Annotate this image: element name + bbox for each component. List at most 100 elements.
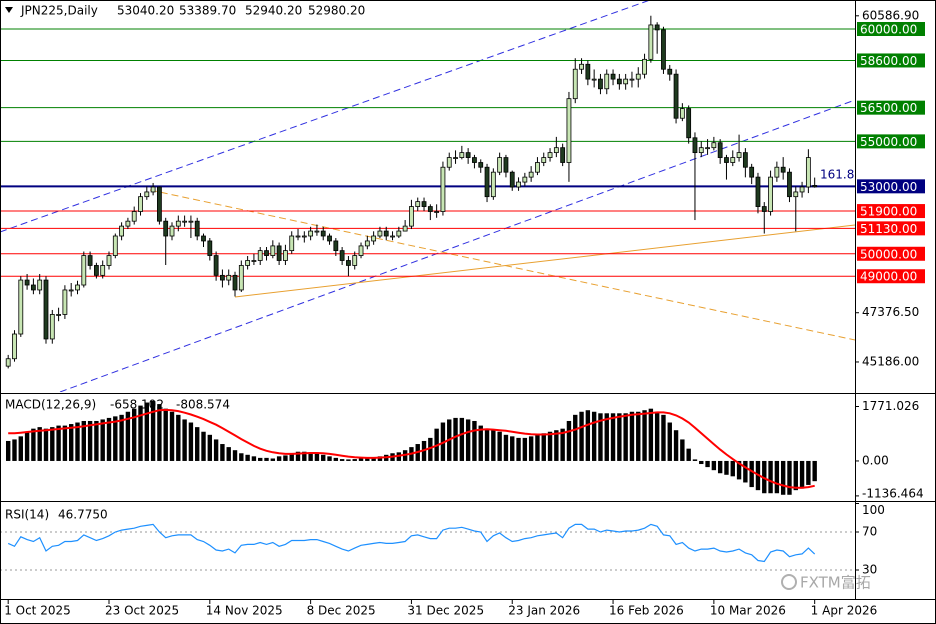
- candle-body: [686, 108, 692, 139]
- macd-bar: [566, 420, 572, 461]
- macd-bar: [598, 413, 603, 461]
- axes: 1 Oct 2025 23 Oct 2025 14 Nov 2025 8 Dec 20…: [4, 8, 925, 618]
- macd-signal-value: -808.574: [176, 398, 230, 412]
- candle-body: [585, 63, 591, 80]
- macd-bar: [793, 460, 798, 491]
- candle-body: [522, 176, 528, 183]
- x-tick-label: 1 Oct 2025: [4, 604, 71, 618]
- fibo-label: 161.8: [820, 168, 854, 182]
- candle-body: [12, 333, 17, 360]
- candle-body: [787, 171, 792, 198]
- candle-body: [251, 260, 257, 262]
- y-tick-label: 60586.90: [862, 8, 919, 22]
- macd-bar: [560, 428, 565, 461]
- level-label-box: [857, 179, 925, 194]
- candle-body: [604, 73, 610, 90]
- candle-body: [579, 63, 584, 70]
- level-label: 53000.00: [860, 180, 917, 194]
- y-tick-label: -1136.464: [862, 487, 924, 501]
- macd-bar: [18, 436, 23, 461]
- macd-bar: [232, 450, 238, 461]
- rsi-panel: [0, 523, 855, 571]
- macd-bar: [207, 434, 213, 461]
- candle-body: [705, 147, 710, 150]
- macd-bar: [686, 448, 691, 461]
- candle-body: [5, 358, 11, 367]
- candle-body: [220, 274, 225, 281]
- candle-body: [43, 279, 49, 340]
- macd-bar: [585, 410, 591, 461]
- macd-bar: [138, 405, 143, 461]
- ohlc-high: 53389.70: [179, 4, 236, 18]
- candle-body: [591, 78, 597, 81]
- macd-bar: [195, 427, 200, 461]
- candle-body: [547, 152, 553, 158]
- candle-body: [774, 166, 780, 178]
- candle-body: [629, 78, 635, 81]
- macd-bar: [680, 439, 685, 461]
- candle-body: [207, 240, 213, 256]
- macd-bar: [554, 430, 559, 461]
- x-tick-label: 1 Apr 2026: [811, 604, 878, 618]
- macd-bar: [333, 457, 339, 461]
- candle-body: [427, 206, 433, 212]
- candle-body: [371, 235, 377, 242]
- candle-body: [295, 235, 301, 238]
- candle-body: [610, 73, 616, 80]
- macd-bar: [478, 425, 483, 461]
- macd-bar: [62, 425, 68, 461]
- level-label-box: [857, 246, 925, 261]
- candle-body: [472, 157, 477, 163]
- candle-body: [642, 58, 647, 75]
- candle-body: [780, 166, 786, 173]
- macd-bar: [491, 430, 496, 461]
- candle-body: [112, 235, 118, 256]
- collapse-icon[interactable]: [5, 7, 13, 13]
- candle-body: [478, 162, 484, 168]
- macd-bar: [346, 459, 351, 461]
- candle-body: [232, 274, 238, 291]
- candle-body: [730, 157, 736, 163]
- candle-body: [402, 225, 408, 232]
- candle-body: [768, 176, 773, 212]
- macd-bar: [749, 460, 754, 488]
- macd-bar: [365, 457, 370, 461]
- level-label-box: [857, 269, 925, 284]
- macd-bar: [661, 414, 666, 461]
- candle-body: [717, 142, 723, 158]
- rsi-line: [7, 523, 816, 563]
- candle-body: [509, 171, 515, 188]
- level-label: 50000.00: [860, 247, 917, 261]
- candle-body: [541, 157, 547, 163]
- channel-upper: [0, 0, 651, 233]
- level-label-box: [857, 53, 925, 68]
- candle-body: [358, 245, 364, 256]
- level-label: 58600.00: [860, 54, 917, 68]
- macd-bar: [787, 460, 792, 495]
- candle-body: [301, 235, 307, 238]
- macd-bar: [43, 428, 49, 461]
- x-tick-label: 10 Mar 2026: [710, 604, 786, 618]
- macd-bar: [283, 455, 288, 461]
- candle-body: [736, 152, 742, 158]
- candle-body: [616, 78, 622, 85]
- candle-body: [749, 166, 755, 178]
- candle-body: [409, 206, 414, 227]
- level-label: 51900.00: [860, 205, 917, 219]
- x-tick-label: 8 Dec 2025: [307, 604, 376, 618]
- macd-bar: [428, 437, 433, 461]
- macd-bar: [358, 458, 364, 461]
- candle-body: [421, 201, 427, 207]
- candle-body: [327, 235, 332, 242]
- candle-body: [812, 185, 818, 188]
- price-panel: [5, 15, 818, 369]
- level-label: 60000.00: [860, 22, 917, 36]
- x-tick-label: 16 Feb 2026: [609, 604, 684, 618]
- macd-bar: [327, 456, 332, 461]
- candle-body: [661, 29, 666, 70]
- candle-body: [257, 250, 263, 261]
- macd-bar: [56, 425, 61, 461]
- macd-bar: [654, 411, 660, 461]
- macd-bar: [314, 453, 320, 461]
